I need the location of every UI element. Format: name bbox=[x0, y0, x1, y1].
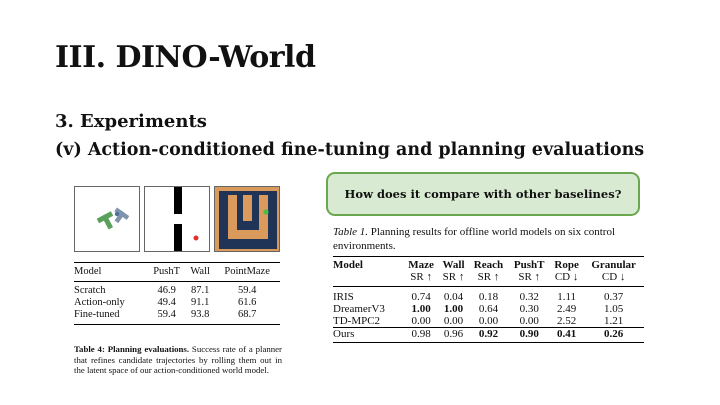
table-cell: 93.8 bbox=[190, 309, 210, 320]
metric-header-row: SR ↑ SR ↑ SR ↑ SR ↑ CD ↓ CD ↓ bbox=[333, 271, 644, 287]
column-header: PushT bbox=[153, 266, 181, 277]
table-row: Ours 0.98 0.96 0.92 0.90 0.41 0.26 bbox=[333, 327, 644, 343]
table-cell: IRIS bbox=[333, 291, 354, 303]
table-cell: Action-only bbox=[74, 297, 125, 308]
table-cell: 68.7 bbox=[237, 309, 257, 320]
subsection-heading: (v) Action-conditioned fine-tuning and p… bbox=[55, 140, 645, 160]
table-cell: 0.92 bbox=[478, 328, 499, 340]
table-header-row: Model PushT Wall PointMaze bbox=[74, 262, 280, 282]
metric-header: CD ↓ bbox=[601, 271, 626, 283]
caption-body: Success rate of a planner that refines c… bbox=[74, 344, 282, 376]
table-cell: 1.11 bbox=[557, 291, 577, 303]
table-cell: 0.18 bbox=[478, 291, 499, 303]
metric-header: SR ↑ bbox=[518, 271, 541, 283]
table-cell: DreamerV3 bbox=[333, 303, 385, 315]
table-cell: 0.00 bbox=[411, 315, 431, 327]
column-header: Rope bbox=[554, 259, 579, 271]
table-cell: 87.1 bbox=[190, 285, 210, 296]
table-1: Model Maze Wall Reach PushT Rope Granula… bbox=[333, 256, 644, 343]
table-cell: TD-MPC2 bbox=[333, 315, 381, 327]
table-cell: 1.00 bbox=[443, 303, 464, 315]
table-cell: 0.37 bbox=[604, 291, 624, 303]
column-header: Reach bbox=[473, 259, 504, 271]
table-cell: 0.30 bbox=[519, 303, 539, 315]
table-1-caption: Table 1. Planning results for offline wo… bbox=[333, 226, 645, 253]
table-cell: 1.21 bbox=[604, 315, 624, 327]
table-cell: 2.49 bbox=[556, 303, 577, 315]
column-header: Model bbox=[333, 259, 363, 271]
column-header: Wall bbox=[190, 266, 210, 277]
metric-header bbox=[333, 271, 404, 287]
column-header: Wall bbox=[442, 259, 465, 271]
column-header: PushT bbox=[513, 259, 545, 271]
metric-header: SR ↑ bbox=[410, 271, 432, 283]
pointmaze-env-image bbox=[214, 186, 280, 252]
section-heading: 3. Experiments bbox=[55, 111, 207, 132]
table-cell: 0.74 bbox=[411, 291, 431, 303]
column-header: Model bbox=[74, 266, 102, 277]
table-4: Model PushT Wall PointMaze Scratch 46.9 … bbox=[74, 262, 280, 325]
table-cell: 59.4 bbox=[237, 285, 257, 296]
table-cell: 0.00 bbox=[443, 315, 464, 327]
table-cell: Ours bbox=[333, 328, 355, 340]
pusht-env-image bbox=[74, 186, 140, 252]
column-header: Granular bbox=[591, 259, 636, 271]
table-cell: 0.04 bbox=[443, 291, 464, 303]
column-header: Maze bbox=[408, 259, 434, 271]
table-row: Fine-tuned 59.4 93.8 68.7 bbox=[74, 309, 280, 325]
metric-header: SR ↑ bbox=[442, 271, 465, 283]
slide-title: III. DINO-World bbox=[55, 40, 316, 75]
table-cell: Fine-tuned bbox=[74, 309, 120, 320]
table-cell: 0.00 bbox=[478, 315, 499, 327]
table-cell: 0.96 bbox=[443, 328, 464, 340]
table-row: IRIS 0.74 0.04 0.18 0.32 1.11 0.37 bbox=[333, 287, 644, 304]
question-callout: How does it compare with other baselines… bbox=[326, 172, 640, 216]
table-cell: Scratch bbox=[74, 285, 106, 296]
table-cell: 0.26 bbox=[604, 328, 624, 340]
table-cell: 0.32 bbox=[519, 291, 539, 303]
table-cell: 1.05 bbox=[604, 303, 624, 315]
column-header: PointMaze bbox=[224, 266, 270, 277]
caption-body: Planning results for offline world model… bbox=[333, 226, 616, 252]
table-row: DreamerV3 1.00 1.00 0.64 0.30 2.49 1.05 bbox=[333, 303, 644, 315]
caption-lead: Table 1. bbox=[333, 226, 369, 238]
caption-lead: Table 4: Planning evaluations. bbox=[74, 344, 190, 354]
table-row: Action-only 49.4 91.1 61.6 bbox=[74, 297, 280, 309]
table-cell: 1.00 bbox=[411, 303, 431, 315]
table-cell: 0.90 bbox=[519, 328, 539, 340]
wall-env-image bbox=[144, 186, 210, 252]
table-row: Scratch 46.9 87.1 59.4 bbox=[74, 282, 280, 298]
metric-header: SR ↑ bbox=[477, 271, 500, 283]
table-cell: 0.41 bbox=[556, 328, 577, 340]
table-cell: 59.4 bbox=[157, 309, 176, 320]
table-cell: 49.4 bbox=[157, 297, 176, 308]
table-row: TD-MPC2 0.00 0.00 0.00 0.00 2.52 1.21 bbox=[333, 315, 644, 328]
table-cell: 0.64 bbox=[478, 303, 499, 315]
table-4-caption: Table 4: Planning evaluations. Success r… bbox=[74, 344, 282, 376]
table-cell: 2.52 bbox=[556, 315, 577, 327]
table-cell: 0.98 bbox=[411, 328, 431, 340]
table-header-row: Model Maze Wall Reach PushT Rope Granula… bbox=[333, 256, 644, 272]
table-cell: 91.1 bbox=[190, 297, 210, 308]
table-cell: 0.00 bbox=[519, 315, 539, 327]
metric-header: CD ↓ bbox=[554, 271, 579, 283]
table-cell: 61.6 bbox=[237, 297, 257, 308]
environment-thumbnails bbox=[74, 186, 282, 252]
table-cell: 46.9 bbox=[157, 285, 176, 296]
